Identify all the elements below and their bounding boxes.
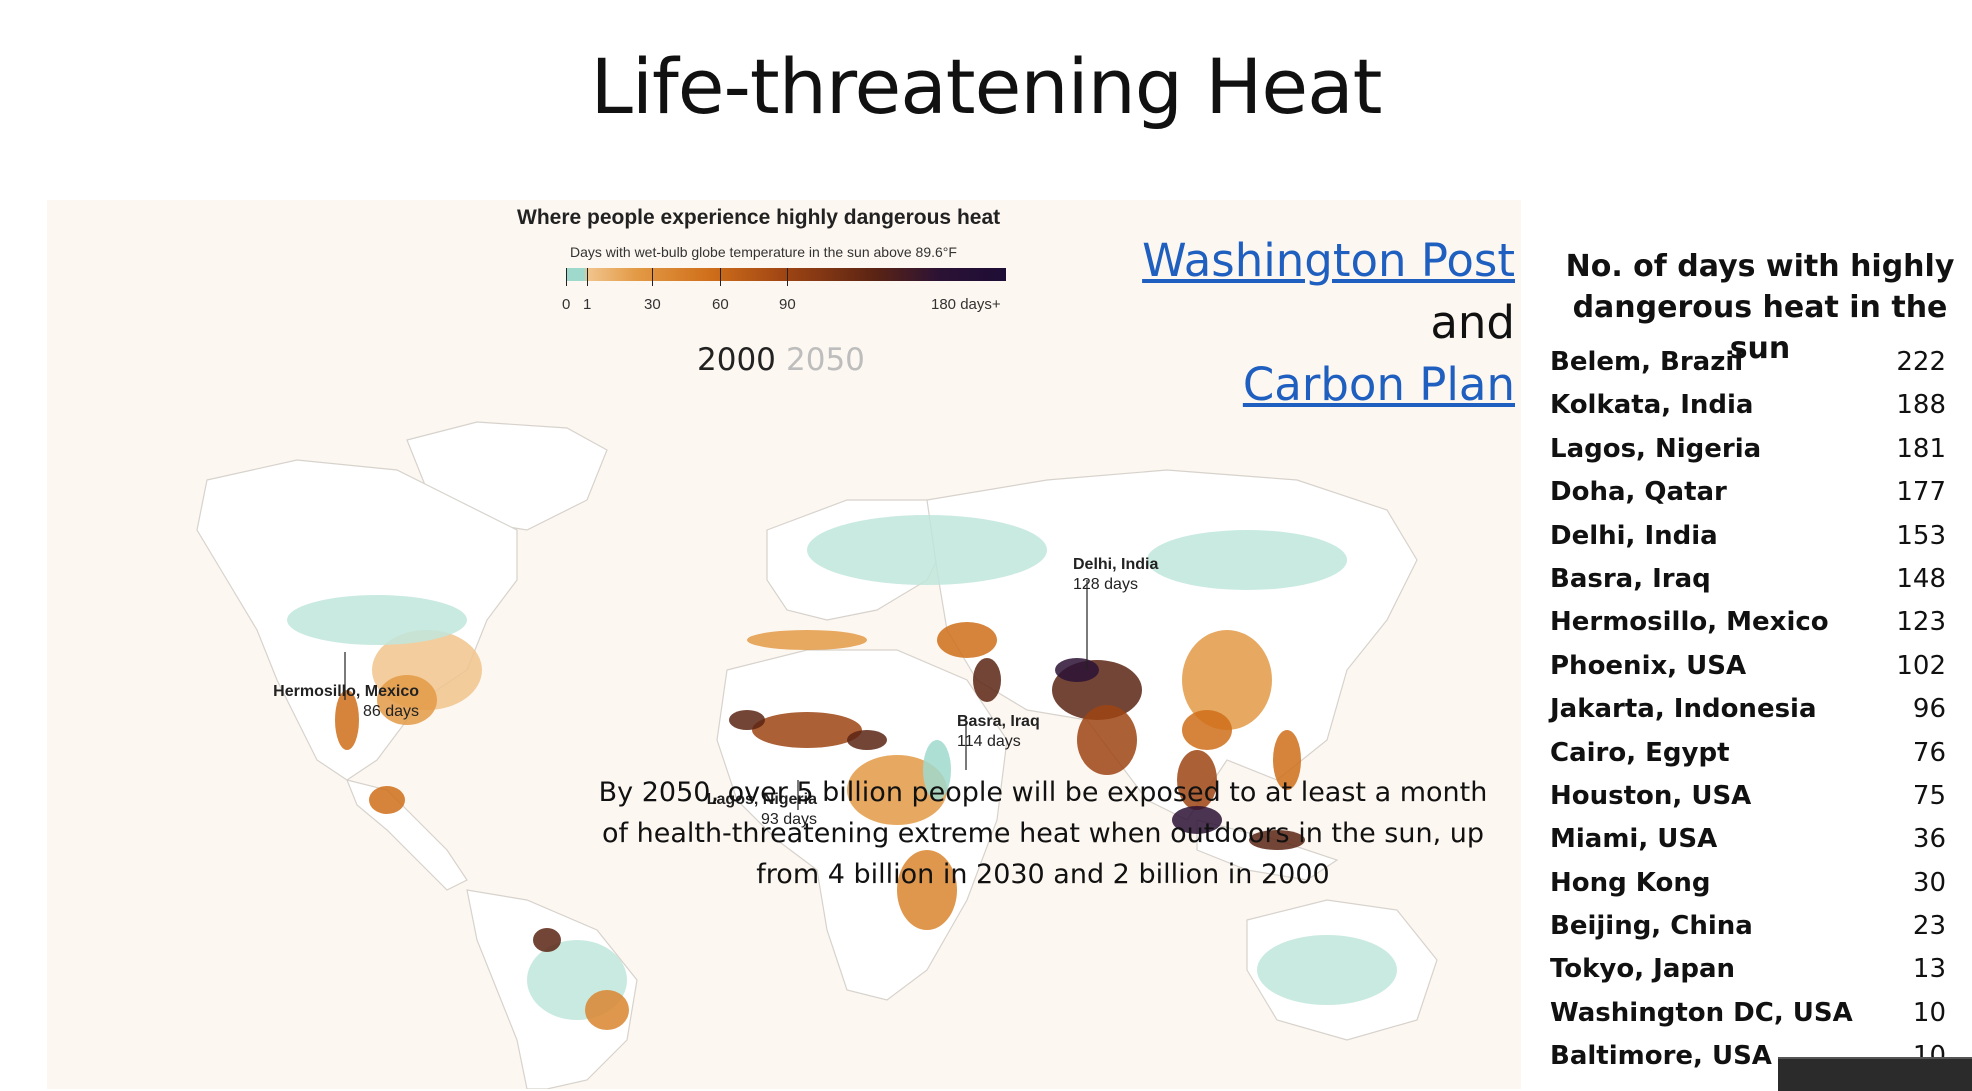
heat-dots	[287, 515, 1397, 1030]
row-city: Hermosillo, Mexico	[1550, 607, 1829, 638]
callout-name: Delhi, India	[1073, 556, 1159, 573]
legend-label: 0	[562, 296, 571, 313]
map-caption: By 2050, over 5 billion people will be e…	[598, 777, 1488, 890]
row-city: Washington DC, USA	[1550, 997, 1853, 1028]
legend-tick	[566, 268, 567, 286]
callout-lagos: Lagos, Nigeria 93 days	[667, 790, 817, 830]
map-heading: Where people experience highly dangerous…	[517, 206, 1001, 229]
callout-delhi: Delhi, India 128 days	[1073, 555, 1158, 595]
legend-color-scale	[566, 268, 1006, 281]
table-row: Hermosillo, Mexico 123	[1550, 607, 1950, 650]
row-city: Tokyo, Japan	[1550, 954, 1736, 985]
row-days: 123	[1896, 607, 1946, 638]
row-city: Jakarta, Indonesia	[1550, 694, 1817, 725]
slide-title: Life-threatening Heat	[590, 42, 1383, 131]
callout-name: Lagos, Nigeria	[706, 791, 817, 808]
row-days: 188	[1896, 390, 1946, 421]
row-days: 148	[1896, 563, 1946, 594]
legend-label: 1	[583, 296, 592, 313]
table-header: No. of days with highly dangerous heat i…	[1565, 249, 1955, 366]
legend-tick	[652, 268, 653, 286]
table-row: Hong Kong 30	[1550, 868, 1950, 911]
row-city: Belem, Brazil	[1550, 347, 1744, 377]
row-city: Phoenix, USA	[1550, 650, 1747, 681]
row-city: Miami, USA	[1550, 824, 1718, 855]
table-row: Lagos, Nigeria 181	[1550, 434, 1950, 477]
sources-credit: Washington Post and Carbon Plan	[1070, 230, 1515, 416]
year-toggle-2000[interactable]: 2000	[697, 342, 776, 378]
row-days: 177	[1896, 477, 1946, 508]
row-days: 153	[1896, 520, 1946, 551]
year-toggle-2050[interactable]: 2050	[786, 342, 865, 378]
table-row: Doha, Qatar 177	[1550, 477, 1950, 520]
table-row: Jakarta, Indonesia 96	[1550, 694, 1950, 737]
callout-name: Basra, Iraq	[957, 713, 1040, 730]
table-row: Kolkata, India 188	[1550, 390, 1950, 433]
legend-tick	[720, 268, 721, 286]
world-map	[196, 421, 1438, 1089]
row-city: Basra, Iraq	[1550, 563, 1711, 594]
table-row: Phoenix, USA 102	[1550, 651, 1950, 694]
callout-name: Hermosillo, Mexico	[273, 683, 419, 700]
row-city: Cairo, Egypt	[1550, 737, 1730, 768]
overlay-toolbar-strip	[1778, 1057, 1972, 1091]
table-row: Belem, Brazil 222	[1550, 347, 1950, 390]
table-row: Houston, USA 75	[1550, 781, 1950, 824]
row-days: 36	[1912, 824, 1946, 855]
callout-days: 128 days	[1073, 576, 1138, 593]
callout-days: 93 days	[760, 811, 817, 828]
table-row: Cairo, Egypt 76	[1550, 738, 1950, 781]
row-city: Beijing, China	[1550, 911, 1753, 942]
row-city: Delhi, India	[1550, 520, 1718, 551]
table-row: Washington DC, USA 10	[1550, 998, 1950, 1041]
heat-map-panel: Where people experience highly dangerous…	[47, 200, 1521, 1089]
row-days: 75	[1912, 780, 1946, 811]
row-city: Lagos, Nigeria	[1550, 433, 1762, 464]
table-row: Delhi, India 153	[1550, 521, 1950, 564]
row-days: 102	[1896, 650, 1946, 681]
callout-days: 114 days	[957, 733, 1021, 750]
row-days: 23	[1912, 911, 1946, 942]
row-city: Houston, USA	[1550, 780, 1752, 811]
legend-subtitle: Days with wet-bulb globe temperature in …	[570, 244, 957, 260]
row-days: 30	[1912, 867, 1946, 898]
callout-basra: Basra, Iraq 114 days	[957, 712, 1040, 752]
legend-label: 180 days+	[931, 296, 1001, 313]
row-days: 13	[1912, 954, 1946, 985]
legend-tick	[587, 268, 588, 286]
legend-label: 90	[779, 296, 796, 313]
landmass-central-america	[346, 779, 468, 891]
table-row: Tokyo, Japan 13	[1550, 954, 1950, 997]
table-row: Beijing, China 23	[1550, 911, 1950, 954]
row-days: 76	[1912, 737, 1946, 768]
row-city: Kolkata, India	[1550, 390, 1754, 421]
washington-post-link[interactable]: Washington Post	[1142, 234, 1515, 287]
legend-label: 30	[644, 296, 661, 313]
row-days: 96	[1912, 694, 1946, 725]
legend-label: 60	[712, 296, 729, 313]
callout-days: 86 days	[362, 703, 419, 720]
row-days: 222	[1896, 347, 1946, 377]
days-table: Belem, Brazil 222 Kolkata, India 188 Lagos…	[1550, 347, 1950, 1085]
row-days: 181	[1896, 433, 1946, 464]
row-days: 10	[1912, 997, 1946, 1028]
legend-tick	[787, 268, 788, 286]
table-row: Basra, Iraq 148	[1550, 564, 1950, 607]
row-city: Doha, Qatar	[1550, 477, 1727, 508]
sources-connector: and	[1430, 296, 1515, 349]
row-city: Baltimore, USA	[1550, 1041, 1772, 1072]
table-row: Miami, USA 36	[1550, 824, 1950, 867]
row-city: Hong Kong	[1550, 867, 1711, 898]
carbon-plan-link[interactable]: Carbon Plan	[1242, 358, 1515, 411]
callout-hermosillo: Hermosillo, Mexico 86 days	[197, 682, 419, 722]
